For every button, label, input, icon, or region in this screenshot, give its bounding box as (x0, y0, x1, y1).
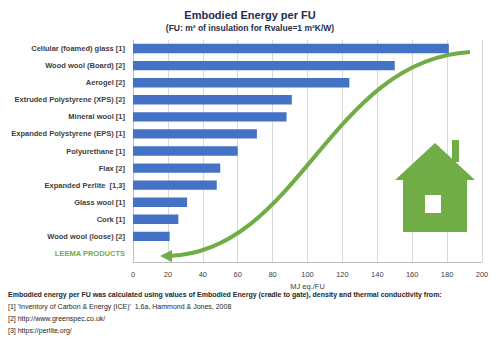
svg-text:Mineral wool [1]: Mineral wool [1] (68, 112, 125, 121)
svg-text:60: 60 (234, 270, 242, 279)
svg-text:Expanded Polystyrene (EPS) [1]: Expanded Polystyrene (EPS) [1] (11, 129, 125, 138)
svg-text:140: 140 (371, 270, 384, 279)
svg-text:0: 0 (131, 270, 135, 279)
svg-text:[1] 'Inventory of Carbon & Ene: [1] 'Inventory of Carbon & Energy (ICE)'… (8, 303, 231, 311)
svg-text:20: 20 (164, 270, 172, 279)
svg-text:200: 200 (476, 270, 489, 279)
svg-text:(FU: m² of insulation for Rval: (FU: m² of insulation for Rvalue=1 m²K/W… (166, 23, 335, 33)
svg-text:160: 160 (406, 270, 419, 279)
svg-text:Extruded Polystyrene (XPS) [2]: Extruded Polystyrene (XPS) [2] (15, 95, 126, 104)
svg-text:Flax [2]: Flax [2] (99, 164, 126, 173)
svg-text:Wood wool (Board) [2]: Wood wool (Board) [2] (45, 61, 125, 70)
svg-text:Expanded Perlite [1,3]: Expanded Perlite [1,3] (45, 181, 126, 190)
svg-text:180: 180 (441, 270, 454, 279)
svg-text:Glass wool [1]: Glass wool [1] (74, 198, 125, 207)
svg-text:LEEMA PRODUCTS: LEEMA PRODUCTS (55, 249, 125, 258)
svg-text:Embodied energy per FU was cal: Embodied energy per FU was calculated us… (8, 291, 442, 299)
svg-text:Embodied Energy per FU: Embodied Energy per FU (184, 9, 315, 21)
svg-text:Polyurethane [1]: Polyurethane [1] (66, 147, 125, 156)
svg-text:Aerogel [2]: Aerogel [2] (86, 78, 126, 87)
svg-text:Cellular (foamed) glass [1]: Cellular (foamed) glass [1] (31, 44, 125, 53)
svg-text:Wood wool (loose) [2]: Wood wool (loose) [2] (47, 232, 125, 241)
svg-text:[3] https://perlite.org/: [3] https://perlite.org/ (8, 327, 72, 335)
svg-text:100: 100 (301, 270, 314, 279)
svg-text:MJ eq./FU: MJ eq./FU (290, 282, 325, 292)
svg-text:[2] http://www.greenspec.co.uk: [2] http://www.greenspec.co.uk/ (8, 315, 105, 323)
svg-text:40: 40 (199, 270, 207, 279)
svg-text:120: 120 (336, 270, 349, 279)
svg-text:80: 80 (268, 270, 276, 279)
svg-text:Cork [1]: Cork [1] (97, 215, 126, 224)
